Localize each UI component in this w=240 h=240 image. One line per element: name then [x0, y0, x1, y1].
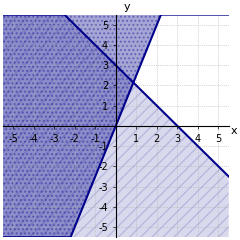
Text: y: y [124, 2, 130, 12]
Text: x: x [231, 126, 238, 136]
